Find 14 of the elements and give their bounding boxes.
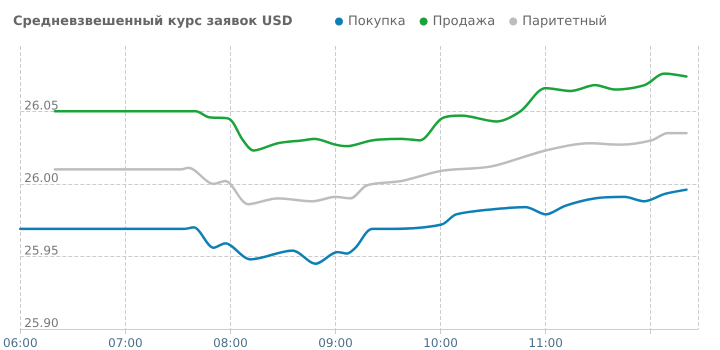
x-tick-label: 08:00	[213, 336, 248, 350]
legend-label: Покупка	[348, 14, 406, 29]
legend-label: Паритетный	[522, 14, 608, 29]
y-tick-label: 25.90	[24, 316, 59, 330]
x-tick-label: 09:00	[318, 336, 353, 350]
y-tick-label: 26.00	[24, 170, 59, 185]
y-tick-label: 25.95	[24, 243, 59, 258]
x-tick-label: 11:00	[528, 336, 563, 350]
x-tick-label: 06:00	[2, 336, 38, 350]
x-tick-label: 07:00	[108, 336, 143, 350]
legend-label: Продажа	[432, 14, 496, 29]
x-tick-label: 10:00	[423, 336, 458, 350]
chart-title: Средневзвешенный курс заявок USD	[13, 14, 293, 29]
y-tick-label: 26.05	[24, 98, 59, 112]
